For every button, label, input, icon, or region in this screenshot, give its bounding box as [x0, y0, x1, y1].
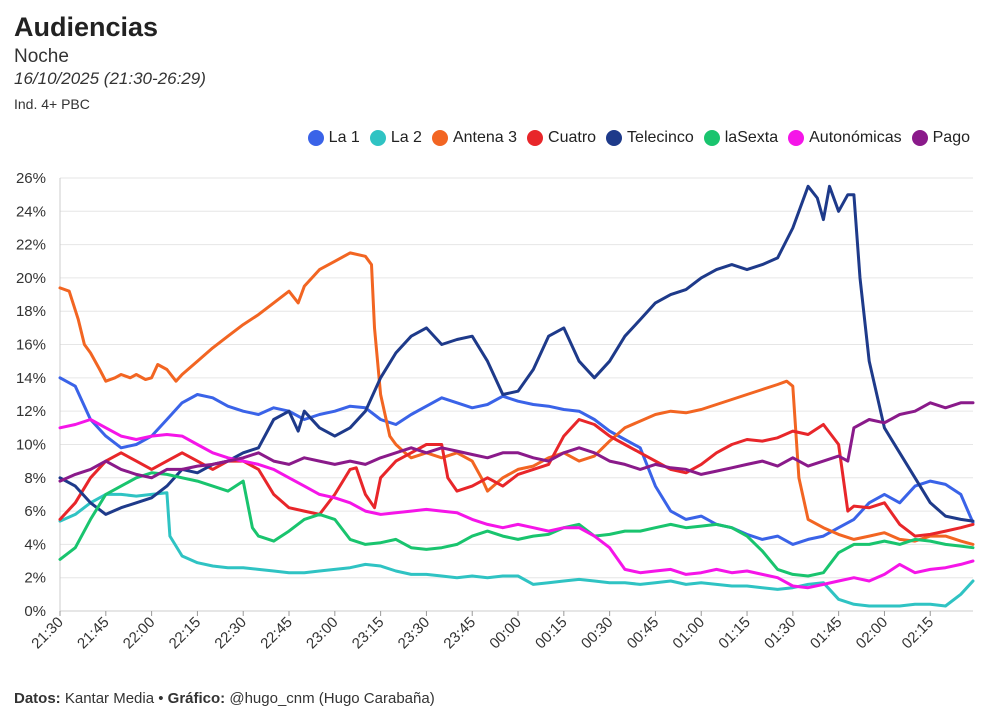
legend-dot	[369, 130, 386, 146]
x-tick-label: 22:00	[120, 614, 159, 653]
legend-label: Telecinco	[627, 129, 694, 146]
legend-item-pago: Pago	[911, 129, 970, 147]
y-tick-label: 16%	[16, 337, 46, 354]
y-tick-label: 6%	[24, 503, 46, 520]
legend-label: Cuatro	[548, 129, 597, 146]
y-tick-label: 0%	[24, 603, 46, 620]
x-tick-label: 22:30	[211, 614, 250, 653]
footer-chart-label: Gráfico:	[167, 690, 226, 707]
x-tick-label: 01:15	[715, 614, 754, 653]
footer-source-value: Kantar Media •	[64, 690, 164, 707]
series-line-la-1	[58, 376, 975, 546]
legend-item-la-1: La 1	[307, 129, 360, 147]
series-line-la-2	[58, 491, 975, 608]
y-tick-label: 24%	[16, 203, 46, 220]
x-tick-label: 00:00	[486, 614, 525, 653]
legend-label: Autonómicas	[809, 129, 902, 146]
y-tick-label: 8%	[24, 470, 46, 487]
legend-dot	[788, 130, 805, 146]
legend-item-telecinco: Telecinco	[606, 129, 694, 147]
legend-item-lasexta: laSexta	[703, 129, 779, 147]
legend-dot	[307, 130, 324, 146]
y-tick-label: 18%	[16, 303, 46, 320]
legend-dot	[606, 130, 623, 146]
legend: La 1 La 2 Antena 3 Cuatro Telecinco laSexta Au…	[307, 129, 970, 147]
series-line-auton-micas	[58, 418, 975, 590]
legend-dot	[527, 130, 544, 146]
x-tick-label: 02:00	[853, 614, 892, 653]
y-tick-label: 10%	[16, 436, 46, 453]
x-tick-label: 23:30	[395, 614, 434, 653]
legend-label: laSexta	[724, 129, 779, 146]
y-tick-label: 26%	[16, 170, 46, 187]
x-tick-label: 21:45	[74, 614, 113, 653]
x-tick-label: 01:00	[669, 614, 708, 653]
x-tick-label: 00:30	[578, 614, 617, 653]
footer-chart-value: @hugo_cnm (Hugo Carabaña)	[229, 690, 435, 707]
y-tick-label: 20%	[16, 270, 46, 287]
y-tick-label: 12%	[16, 403, 46, 420]
series-line-antena-3	[58, 251, 975, 546]
legend-item-antena-3: Antena 3	[431, 129, 518, 147]
footer: Datos: Kantar Media • Gráfico: @hugo_cnm…	[14, 690, 435, 707]
legend-item-cuatro: Cuatro	[527, 129, 596, 147]
x-tick-label: 01:45	[807, 614, 846, 653]
chart-note: Ind. 4+ PBC	[14, 96, 90, 112]
chart-subtitle: Noche	[14, 46, 69, 67]
y-tick-label: 4%	[24, 536, 46, 553]
legend-label: La 1	[328, 129, 360, 146]
y-tick-label: 22%	[16, 237, 46, 254]
x-tick-label: 01:30	[761, 614, 800, 653]
chart-date: 16/10/2025 (21:30-26:29)	[14, 69, 206, 88]
legend-label: Pago	[932, 129, 970, 146]
x-tick-label: 23:00	[303, 614, 342, 653]
footer-source-label: Datos:	[14, 690, 61, 707]
legend-dot	[703, 130, 720, 146]
legend-label: La 2	[390, 129, 422, 146]
x-tick-label: 00:15	[532, 614, 571, 653]
x-tick-label: 23:45	[440, 614, 479, 653]
x-tick-label: 02:15	[899, 614, 938, 653]
legend-dot	[911, 130, 928, 146]
legend-item-la-2: La 2	[369, 129, 422, 147]
series-line-pago	[58, 401, 975, 483]
legend-item-auton-micas: Autonómicas	[788, 129, 902, 147]
x-tick-label: 23:15	[349, 614, 388, 653]
legend-label: Antena 3	[452, 129, 518, 146]
legend-dot	[431, 130, 448, 146]
y-tick-label: 14%	[16, 370, 46, 387]
y-tick-label: 2%	[24, 570, 46, 587]
line-chart: 0% 2% 4% 6% 8% 10% 12% 14% 16% 18% 20% 22% 24% 26% 21:…	[16, 170, 975, 653]
series-line-cuatro	[58, 418, 975, 538]
x-tick-label: 22:45	[257, 614, 296, 653]
x-tick-label: 00:45	[624, 614, 663, 653]
series-line-lasexta	[58, 471, 975, 578]
chart-title: Audiencias	[14, 12, 159, 42]
x-tick-label: 22:15	[166, 614, 205, 653]
